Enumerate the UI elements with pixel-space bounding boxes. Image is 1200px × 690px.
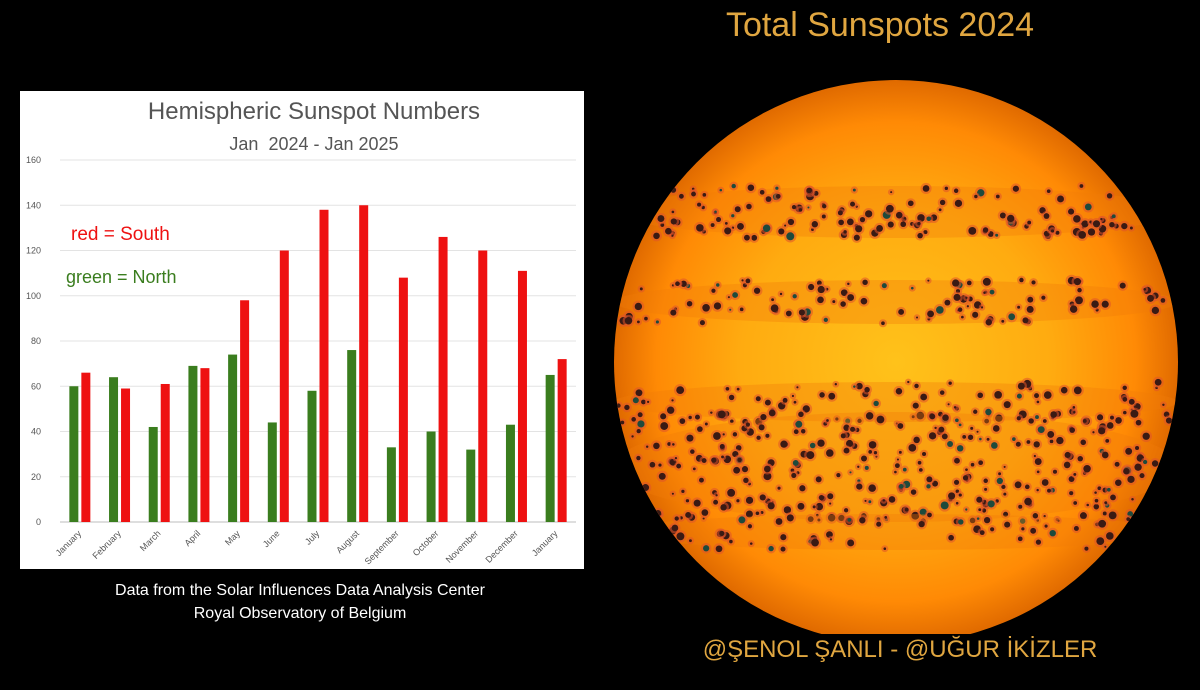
- y-tick-label: 80: [31, 336, 41, 346]
- y-tick-label: 120: [26, 246, 41, 256]
- bar-north: [545, 374, 555, 522]
- bar-north: [505, 424, 515, 522]
- bar-south: [478, 250, 488, 522]
- bar-south: [200, 368, 210, 522]
- x-tick-label: January: [54, 528, 84, 558]
- legend-south-note: red = South: [71, 224, 170, 245]
- bar-south: [557, 359, 567, 522]
- bar-south: [319, 209, 329, 522]
- bar-north: [347, 350, 357, 522]
- x-tick-label: June: [261, 528, 282, 549]
- bar-north: [426, 431, 436, 522]
- bar-north: [188, 365, 198, 522]
- bar-north: [267, 422, 277, 522]
- bar-south: [359, 205, 369, 522]
- x-tick-label: February: [90, 528, 123, 561]
- y-tick-label: 140: [26, 200, 41, 210]
- caption-source: Data from the Solar Influences Data Anal…: [115, 582, 485, 599]
- bar-south: [81, 372, 91, 522]
- y-tick-label: 20: [31, 472, 41, 482]
- bar-south: [398, 277, 408, 522]
- sun-image: [614, 80, 1178, 634]
- bar-south: [240, 300, 250, 522]
- sunspot-bands: [614, 181, 1178, 555]
- bar-north: [228, 354, 238, 522]
- x-tick-label: January: [530, 528, 560, 558]
- x-tick-label: September: [363, 528, 401, 566]
- bar-north: [109, 377, 119, 522]
- x-tick-label: November: [444, 528, 480, 564]
- y-tick-label: 0: [36, 517, 41, 527]
- bar-north: [386, 447, 396, 522]
- x-tick-label: December: [483, 528, 519, 564]
- bar-south: [121, 388, 131, 522]
- bar-north: [148, 426, 158, 522]
- bar-south: [279, 250, 289, 522]
- x-tick-label: March: [138, 528, 163, 553]
- legend-north-note: green = North: [66, 267, 177, 287]
- bar-north: [307, 390, 317, 522]
- y-tick-label: 60: [31, 381, 41, 391]
- image-credit: @ŞENOL ŞANLI - @UĞUR İKİZLER: [702, 636, 1098, 663]
- chart-title: Hemispheric Sunspot Numbers: [148, 98, 480, 125]
- bar-chart: Hemispheric Sunspot Numbers Jan 2024 - J…: [26, 98, 576, 567]
- y-tick-label: 100: [26, 291, 41, 301]
- bar-north: [466, 449, 476, 522]
- bar-south: [160, 383, 170, 522]
- x-tick-label: October: [411, 528, 441, 558]
- chart-panel: Hemispheric Sunspot Numbers Jan 2024 - J…: [20, 91, 584, 569]
- bar-south: [438, 236, 448, 523]
- y-tick-label: 40: [31, 427, 41, 437]
- caption-observatory: Royal Observatory of Belgium: [193, 605, 407, 622]
- bar-north: [69, 386, 79, 522]
- sun-title: Total Sunspots 2024: [725, 6, 1035, 44]
- sun-disk: [614, 80, 1178, 634]
- x-tick-label: April: [183, 528, 203, 548]
- chart-subtitle: Jan 2024 - Jan 2025: [229, 134, 398, 154]
- bar-south: [517, 270, 527, 522]
- x-tick-label: July: [303, 528, 322, 547]
- x-tick-label: August: [334, 528, 361, 555]
- x-tick-label: May: [223, 528, 242, 547]
- y-tick-label: 160: [26, 155, 41, 165]
